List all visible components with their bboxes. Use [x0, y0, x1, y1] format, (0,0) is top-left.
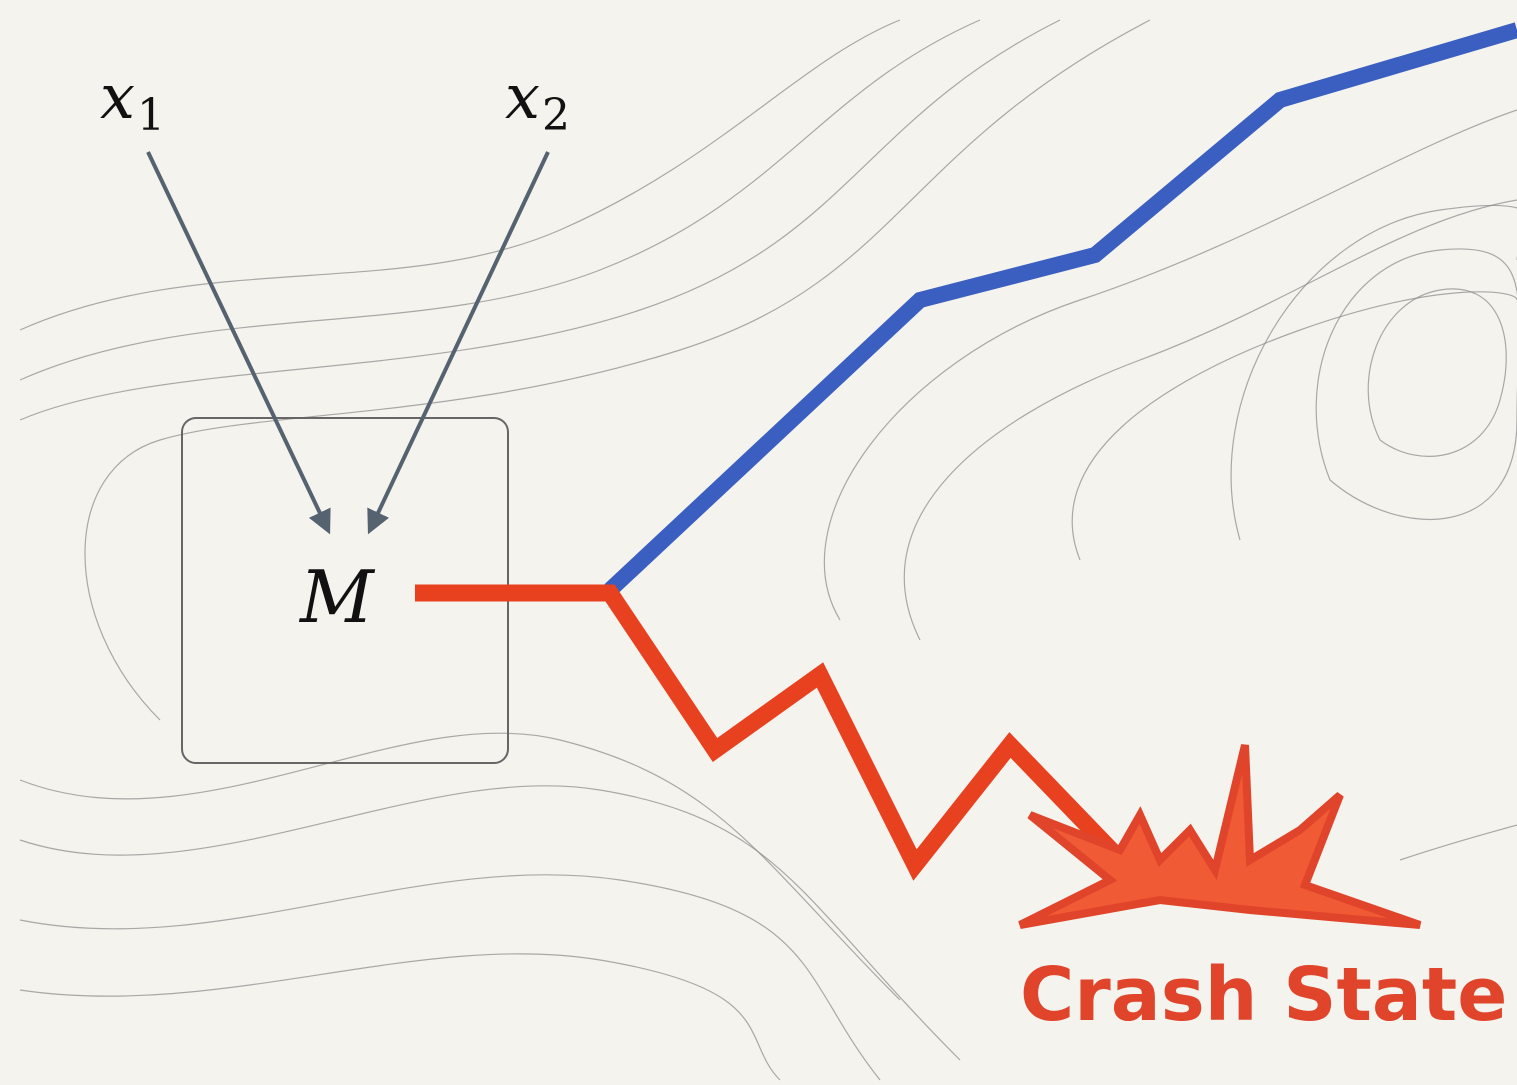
input-label: x1 — [100, 60, 165, 141]
model-label: M — [298, 555, 376, 639]
crash-burst — [1018, 744, 1422, 929]
contours — [19, 19, 1517, 1081]
input-label: x2 — [505, 60, 570, 141]
crash-path — [415, 584, 1147, 886]
crash-label: Crash State — [1020, 952, 1507, 1038]
arrow — [146, 151, 331, 535]
arrow — [367, 151, 550, 535]
safe-path — [604, 22, 1517, 596]
